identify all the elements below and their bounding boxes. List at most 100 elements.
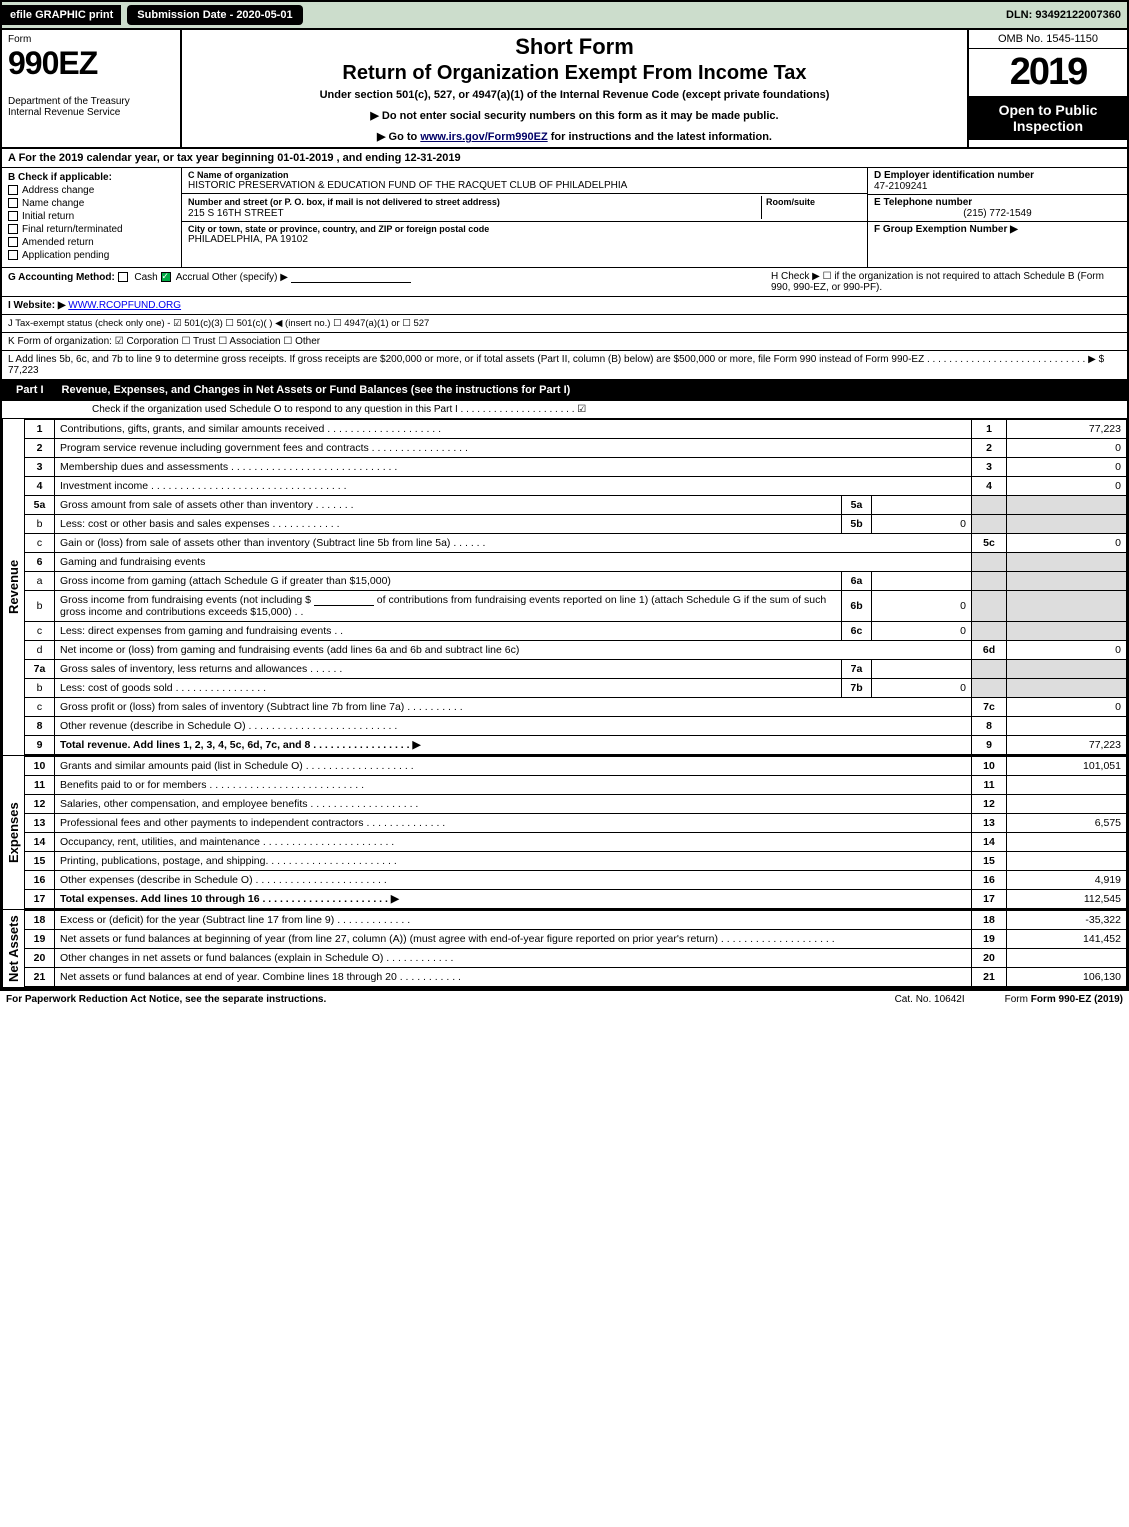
line-4: 4Investment income . . . . . . . . . . .… bbox=[25, 477, 1127, 496]
website-label: I Website: ▶ bbox=[8, 300, 66, 311]
chk-amended[interactable]: Amended return bbox=[8, 237, 175, 248]
col-b-header: B Check if applicable: bbox=[8, 172, 175, 183]
line-9: 9Total revenue. Add lines 1, 2, 3, 4, 5c… bbox=[25, 736, 1127, 755]
tel-label: E Telephone number bbox=[874, 197, 1121, 208]
noenter-note: ▶ Do not enter social security numbers o… bbox=[190, 109, 959, 122]
form-number: 990EZ bbox=[8, 45, 174, 82]
col-d: D Employer identification number 47-2109… bbox=[867, 168, 1127, 267]
line-3: 3Membership dues and assessments . . . .… bbox=[25, 458, 1127, 477]
line-12: 12Salaries, other compensation, and empl… bbox=[25, 795, 1127, 814]
department: Department of the Treasury Internal Reve… bbox=[8, 96, 174, 118]
footer-catno: Cat. No. 10642I bbox=[895, 994, 965, 1005]
row-l-text: L Add lines 5b, 6c, and 7b to line 9 to … bbox=[8, 354, 1104, 365]
header-right: OMB No. 1545-1150 2019 Open to Public In… bbox=[967, 30, 1127, 147]
chk-pending[interactable]: Application pending bbox=[8, 250, 175, 261]
ein-label: D Employer identification number bbox=[874, 170, 1121, 181]
row-group-exempt: F Group Exemption Number ▶ bbox=[868, 222, 1127, 267]
line-6c: cLess: direct expenses from gaming and f… bbox=[25, 622, 1127, 641]
line-1: 1Contributions, gifts, grants, and simil… bbox=[25, 420, 1127, 439]
part1-label: Part I bbox=[8, 384, 52, 396]
goto-pre: ▶ Go to bbox=[377, 131, 420, 143]
form-label: Form bbox=[8, 34, 174, 45]
orgname-value: HISTORIC PRESERVATION & EDUCATION FUND O… bbox=[188, 180, 627, 191]
ein-value: 47-2109241 bbox=[874, 181, 1121, 192]
line6b-blank[interactable] bbox=[314, 594, 374, 606]
netassets-sidelabel: Net Assets bbox=[2, 910, 24, 987]
line-7b: bLess: cost of goods sold . . . . . . . … bbox=[25, 679, 1127, 698]
expenses-table: 10Grants and similar amounts paid (list … bbox=[24, 756, 1127, 909]
row-j: J Tax-exempt status (check only one) - ☑… bbox=[2, 315, 1127, 333]
line-14: 14Occupancy, rent, utilities, and mainte… bbox=[25, 833, 1127, 852]
top-row: efile GRAPHIC print Submission Date - 20… bbox=[2, 2, 1127, 30]
row-l-amt: 77,223 bbox=[8, 365, 39, 376]
part1-check: Check if the organization used Schedule … bbox=[2, 401, 1127, 419]
line-6: 6Gaming and fundraising events bbox=[25, 553, 1127, 572]
tel-value: (215) 772-1549 bbox=[874, 208, 1121, 219]
row-street: Number and street (or P. O. box, if mail… bbox=[182, 194, 867, 222]
dln: DLN: 93492122007360 bbox=[1006, 9, 1127, 21]
omb-number: OMB No. 1545-1150 bbox=[969, 30, 1127, 49]
website-link[interactable]: WWW.RCOPFUND.ORG bbox=[68, 300, 181, 311]
row-g: G Accounting Method: Cash Accrual Other … bbox=[2, 268, 1127, 297]
line-18: 18Excess or (deficit) for the year (Subt… bbox=[25, 911, 1127, 930]
line-a: A For the 2019 calendar year, or tax yea… bbox=[2, 149, 1127, 168]
part1-header: Part I Revenue, Expenses, and Changes in… bbox=[2, 380, 1127, 401]
chk-final-return[interactable]: Final return/terminated bbox=[8, 224, 175, 235]
form-header: Form 990EZ Department of the Treasury In… bbox=[2, 30, 1127, 149]
page-footer: For Paperwork Reduction Act Notice, see … bbox=[0, 991, 1129, 1008]
header-left: Form 990EZ Department of the Treasury In… bbox=[2, 30, 182, 147]
col-b: B Check if applicable: Address change Na… bbox=[2, 168, 182, 267]
revenue-table: 1Contributions, gifts, grants, and simil… bbox=[24, 419, 1127, 755]
section-bc: B Check if applicable: Address change Na… bbox=[2, 168, 1127, 268]
line-19: 19Net assets or fund balances at beginni… bbox=[25, 930, 1127, 949]
row-g-left: G Accounting Method: Cash Accrual Other … bbox=[8, 271, 771, 293]
revenue-section: Revenue 1Contributions, gifts, grants, a… bbox=[2, 419, 1127, 756]
line-6b: bGross income from fundraising events (n… bbox=[25, 591, 1127, 622]
goto-note: ▶ Go to www.irs.gov/Form990EZ for instru… bbox=[190, 130, 959, 143]
row-l: L Add lines 5b, 6c, and 7b to line 9 to … bbox=[2, 351, 1127, 380]
street-label: Number and street (or P. O. box, if mail… bbox=[188, 197, 500, 207]
chk-name-change[interactable]: Name change bbox=[8, 198, 175, 209]
subtitle: Under section 501(c), 527, or 4947(a)(1)… bbox=[190, 89, 959, 101]
row-tel: E Telephone number (215) 772-1549 bbox=[868, 195, 1127, 222]
header-mid: Short Form Return of Organization Exempt… bbox=[182, 30, 967, 147]
line-13: 13Professional fees and other payments t… bbox=[25, 814, 1127, 833]
expenses-section: Expenses 10Grants and similar amounts pa… bbox=[2, 756, 1127, 910]
line-7a: 7aGross sales of inventory, less returns… bbox=[25, 660, 1127, 679]
line-11: 11Benefits paid to or for members . . . … bbox=[25, 776, 1127, 795]
submission-date: Submission Date - 2020-05-01 bbox=[127, 5, 302, 25]
expenses-sidelabel: Expenses bbox=[2, 756, 24, 909]
row-h: H Check ▶ ☐ if the organization is not r… bbox=[771, 271, 1121, 293]
irs-link[interactable]: www.irs.gov/Form990EZ bbox=[420, 131, 547, 143]
other-specify-input[interactable] bbox=[291, 271, 411, 283]
line-16: 16Other expenses (describe in Schedule O… bbox=[25, 871, 1127, 890]
line-5b: bLess: cost or other basis and sales exp… bbox=[25, 515, 1127, 534]
street-value: 215 S 16TH STREET bbox=[188, 208, 761, 219]
line-7c: cGross profit or (loss) from sales of in… bbox=[25, 698, 1127, 717]
g-label: G Accounting Method: bbox=[8, 272, 118, 283]
row-ein: D Employer identification number 47-2109… bbox=[868, 168, 1127, 195]
open-public: Open to Public Inspection bbox=[969, 96, 1127, 140]
line-2: 2Program service revenue including gover… bbox=[25, 439, 1127, 458]
chk-accrual[interactable] bbox=[161, 272, 171, 282]
line-21: 21Net assets or fund balances at end of … bbox=[25, 968, 1127, 987]
line-15: 15Printing, publications, postage, and s… bbox=[25, 852, 1127, 871]
chk-initial-return[interactable]: Initial return bbox=[8, 211, 175, 222]
form-container: efile GRAPHIC print Submission Date - 20… bbox=[0, 0, 1129, 991]
group-exempt-label: F Group Exemption Number ▶ bbox=[874, 224, 1121, 235]
line-6d: dNet income or (loss) from gaming and fu… bbox=[25, 641, 1127, 660]
line-17: 17Total expenses. Add lines 10 through 1… bbox=[25, 890, 1127, 909]
city-value: PHILADELPHIA, PA 19102 bbox=[188, 234, 493, 245]
row-city: City or town, state or province, country… bbox=[182, 222, 867, 247]
goto-post: for instructions and the latest informat… bbox=[548, 131, 772, 143]
chk-cash[interactable] bbox=[118, 272, 128, 282]
row-i: I Website: ▶ WWW.RCOPFUND.ORG bbox=[2, 297, 1127, 315]
line-10: 10Grants and similar amounts paid (list … bbox=[25, 757, 1127, 776]
chk-address-change[interactable]: Address change bbox=[8, 185, 175, 196]
line-5a: 5aGross amount from sale of assets other… bbox=[25, 496, 1127, 515]
footer-formid: Form Form 990-EZ (2019) bbox=[1005, 994, 1123, 1005]
revenue-sidelabel: Revenue bbox=[2, 419, 24, 755]
row-orgname: C Name of organization HISTORIC PRESERVA… bbox=[182, 168, 867, 194]
room-label: Room/suite bbox=[766, 197, 815, 207]
efile-badge[interactable]: efile GRAPHIC print bbox=[2, 5, 121, 25]
